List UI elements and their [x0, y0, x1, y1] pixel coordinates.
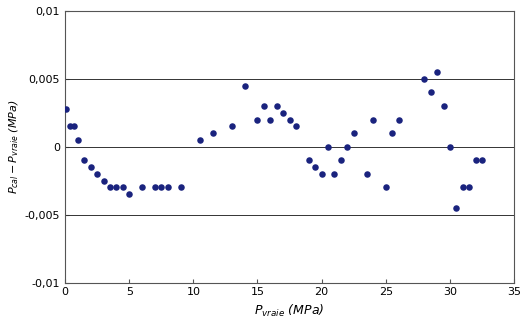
Point: [305, 158, 313, 163]
Point: [70, 124, 78, 129]
Point: [80, 158, 89, 163]
Point: [74, 137, 82, 142]
Point: [446, 144, 454, 149]
Point: [279, 110, 287, 115]
Point: [260, 103, 268, 109]
Y-axis label: $P_{cal}-P_{vraie}$ (MPa): $P_{cal}-P_{vraie}$ (MPa): [7, 99, 21, 194]
Point: [195, 137, 204, 142]
Point: [427, 90, 435, 95]
Point: [272, 103, 281, 109]
Point: [106, 185, 114, 190]
Point: [472, 158, 480, 163]
Point: [119, 185, 127, 190]
Point: [99, 178, 108, 183]
Point: [388, 130, 397, 136]
Point: [87, 165, 95, 170]
Point: [362, 171, 371, 176]
Point: [164, 185, 172, 190]
Point: [317, 171, 326, 176]
Point: [157, 185, 165, 190]
Point: [324, 144, 332, 149]
Point: [439, 103, 448, 109]
Point: [125, 192, 134, 197]
Point: [266, 117, 275, 122]
X-axis label: $P_{vraie}$ (MPa): $P_{vraie}$ (MPa): [254, 303, 325, 319]
Point: [93, 171, 101, 176]
Point: [478, 158, 486, 163]
Point: [176, 185, 185, 190]
Point: [458, 185, 467, 190]
Point: [465, 185, 474, 190]
Point: [253, 117, 262, 122]
Point: [150, 185, 159, 190]
Point: [240, 83, 249, 88]
Point: [330, 171, 338, 176]
Point: [228, 124, 236, 129]
Point: [311, 165, 319, 170]
Point: [350, 130, 358, 136]
Point: [452, 205, 460, 211]
Point: [343, 144, 352, 149]
Point: [66, 124, 74, 129]
Point: [394, 117, 403, 122]
Point: [292, 124, 300, 129]
Point: [433, 69, 441, 75]
Point: [112, 185, 120, 190]
Point: [420, 76, 429, 82]
Point: [209, 130, 217, 136]
Point: [285, 117, 294, 122]
Point: [382, 185, 390, 190]
Point: [62, 106, 71, 111]
Point: [138, 185, 146, 190]
Point: [369, 117, 377, 122]
Point: [337, 158, 345, 163]
